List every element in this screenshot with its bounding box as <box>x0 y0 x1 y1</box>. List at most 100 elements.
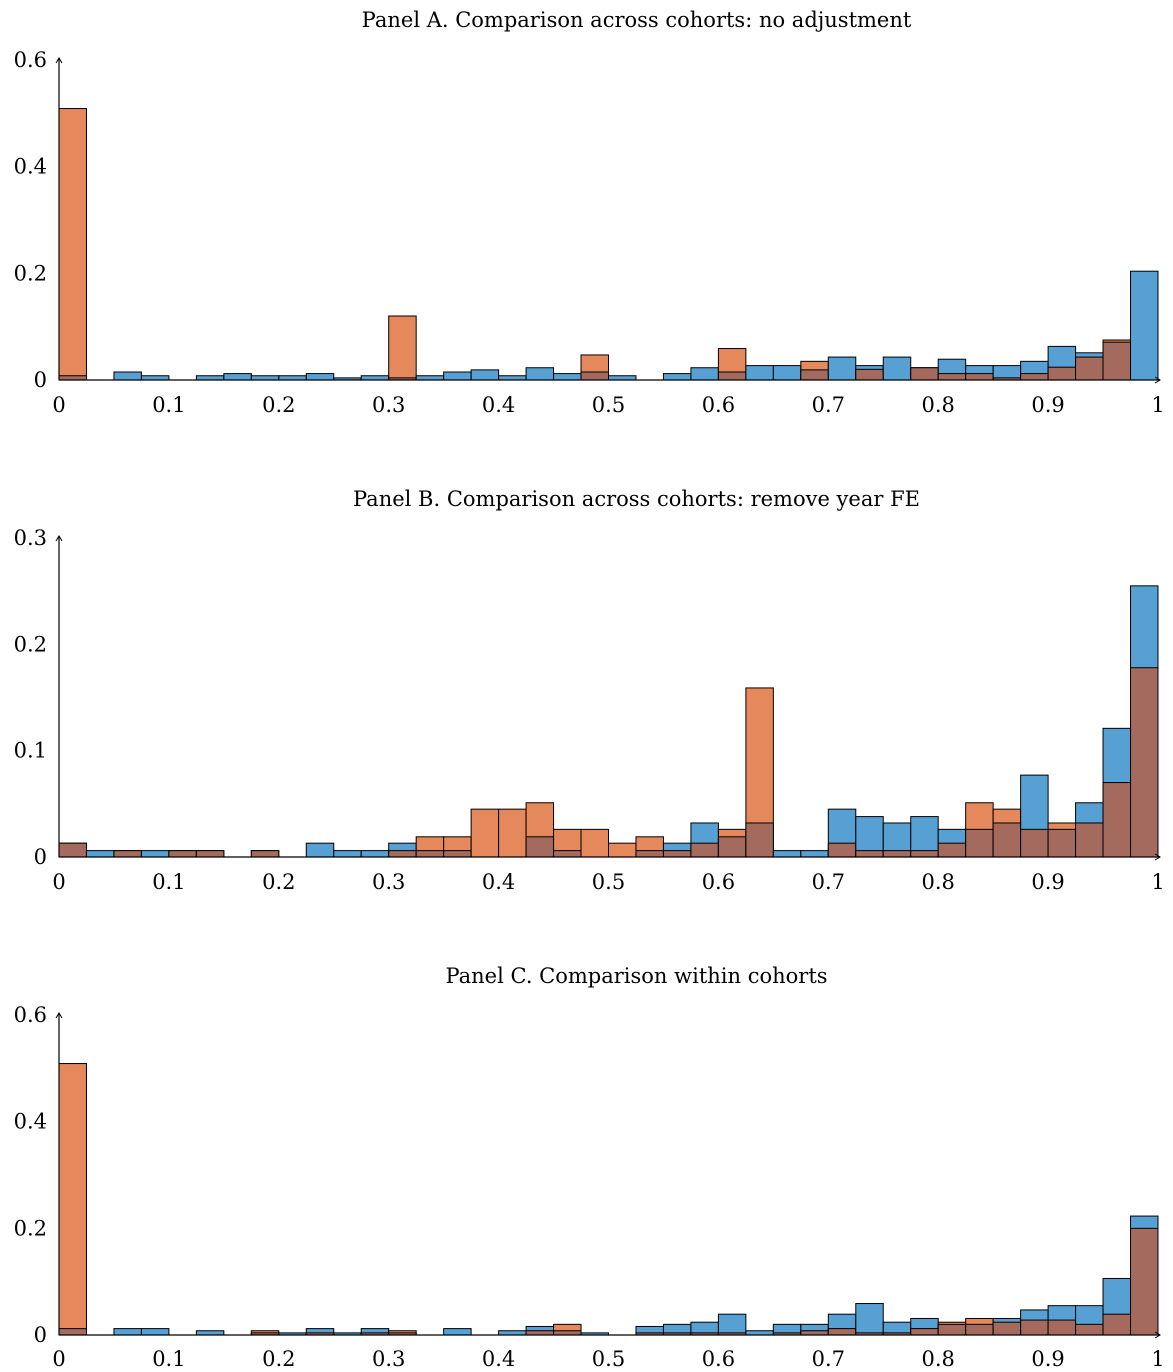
y-tick-label: 0.4 <box>14 155 47 179</box>
bar-series-2 <box>772 850 802 858</box>
x-tick-label: 0.4 <box>482 393 515 417</box>
chart-panel-c: Panel C. Comparison within cohorts 0 0.1 0.… <box>14 964 1165 1371</box>
bar-overlap <box>717 371 747 381</box>
y-axis-arrow <box>55 535 63 542</box>
x-tick-label: 0.7 <box>812 393 845 417</box>
x-tick-label: 0.3 <box>372 870 405 894</box>
bar-overlap <box>525 836 555 858</box>
x-tick-label: 1 <box>1151 393 1164 417</box>
bar-series-1 <box>58 108 87 381</box>
y-tick-label: 0 <box>34 1323 47 1347</box>
bar-overlap <box>635 850 664 858</box>
bar-overlap <box>1130 667 1159 858</box>
bar-overlap <box>1075 1323 1104 1336</box>
bars <box>58 108 1159 381</box>
bar-overlap <box>553 850 582 858</box>
bar-overlap <box>690 842 719 858</box>
bar-series-2 <box>113 1328 142 1336</box>
bar-overlap <box>168 850 197 858</box>
bar-overlap <box>992 1321 1022 1336</box>
bar-overlap <box>662 850 692 858</box>
x-tick-label: 0.1 <box>152 1347 185 1371</box>
x-tick-label: 0.2 <box>262 1347 295 1371</box>
y-tick-label: 0.6 <box>14 1003 47 1027</box>
bar-series-2 <box>717 1313 747 1336</box>
y-tick-label: 0.2 <box>14 261 47 285</box>
bar-overlap <box>1047 828 1077 858</box>
bar-overlap <box>58 842 87 858</box>
bar-overlap <box>1102 782 1132 858</box>
bar-overlap <box>525 1330 555 1336</box>
bars <box>58 585 1159 858</box>
y-tick-label: 0 <box>34 845 47 869</box>
bar-overlap <box>800 369 829 381</box>
bar-overlap <box>910 850 939 858</box>
y-tick-label: 0.2 <box>14 1216 47 1240</box>
x-tick-label: 0.7 <box>812 1347 845 1371</box>
bar-overlap <box>250 850 280 858</box>
x-tick-label: 0.8 <box>921 393 954 417</box>
bar-series-2 <box>360 375 390 381</box>
bar-overlap <box>965 1323 994 1336</box>
x-tick-label: 0.1 <box>152 870 185 894</box>
bar-series-2 <box>250 375 280 381</box>
bar-overlap <box>965 373 994 381</box>
x-axis-arrow <box>1154 853 1161 861</box>
bar-series-2 <box>1130 270 1159 381</box>
x-tick-label: 0.4 <box>482 870 515 894</box>
bar-overlap <box>1102 341 1132 381</box>
y-tick-label: 0.1 <box>14 739 47 763</box>
x-tick-label: 0.4 <box>482 1347 515 1371</box>
x-tick-label: 0.8 <box>921 1347 954 1371</box>
x-tick-label: 0.9 <box>1031 393 1064 417</box>
bar-series-2 <box>195 1330 225 1336</box>
bar-series-2 <box>608 375 637 381</box>
bar-series-2 <box>140 850 170 858</box>
bar-overlap <box>827 842 857 858</box>
bar-overlap <box>965 828 994 858</box>
bar-series-2 <box>415 375 445 381</box>
bar-overlap <box>58 375 87 381</box>
bar-series-2 <box>195 375 225 381</box>
bar-overlap <box>1047 1319 1077 1336</box>
bar-series-2 <box>498 375 527 381</box>
bar-overlap <box>827 1328 857 1336</box>
x-tick-label: 0.5 <box>592 393 625 417</box>
bar-series-2 <box>800 850 829 858</box>
bar-series-2 <box>882 356 912 381</box>
x-tick-label: 0 <box>52 393 65 417</box>
bar-overlap <box>937 842 967 858</box>
x-tick-label: 0.1 <box>152 393 185 417</box>
x-tick-label: 0 <box>52 1347 65 1371</box>
x-tick-label: 0.9 <box>1031 870 1064 894</box>
y-tick-label: 0.6 <box>14 48 47 72</box>
bar-series-2 <box>827 356 857 381</box>
chart-panel-a: Panel A. Comparison across cohorts: no a… <box>14 8 1165 417</box>
x-tick-label: 0.6 <box>702 1347 735 1371</box>
bar-series-2 <box>113 371 142 381</box>
bar-series-2 <box>662 373 692 381</box>
bar-series-2 <box>443 371 472 381</box>
y-tick-label: 0 <box>34 368 47 392</box>
bar-overlap <box>443 850 472 858</box>
x-tick-label: 0.3 <box>372 1347 405 1371</box>
bars <box>58 1063 1159 1336</box>
bar-overlap <box>937 373 967 381</box>
bar-series-2 <box>745 365 774 381</box>
bar-series-2 <box>772 365 802 381</box>
y-tick-label: 0.3 <box>14 526 47 550</box>
bar-overlap <box>1020 1319 1049 1336</box>
x-tick-label: 1 <box>1151 1347 1164 1371</box>
y-axis-arrow <box>55 57 63 64</box>
bar-series-1 <box>608 842 637 858</box>
bar-overlap <box>1075 356 1104 381</box>
x-tick-label: 0.6 <box>702 870 735 894</box>
x-tick-label: 0.9 <box>1031 1347 1064 1371</box>
y-tick-label: 0.2 <box>14 632 47 656</box>
bar-overlap <box>800 1330 829 1336</box>
bar-overlap <box>910 367 939 381</box>
bar-overlap <box>195 850 225 858</box>
bar-series-2 <box>278 375 307 381</box>
x-tick-label: 0.8 <box>921 870 954 894</box>
